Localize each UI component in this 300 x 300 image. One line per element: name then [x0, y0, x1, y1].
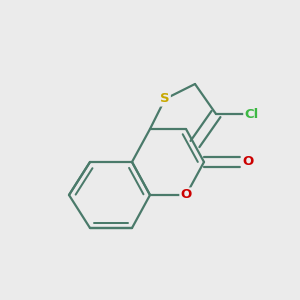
Text: Cl: Cl: [244, 107, 259, 121]
Text: O: O: [180, 188, 192, 202]
Text: O: O: [242, 155, 253, 169]
Text: S: S: [160, 92, 170, 106]
